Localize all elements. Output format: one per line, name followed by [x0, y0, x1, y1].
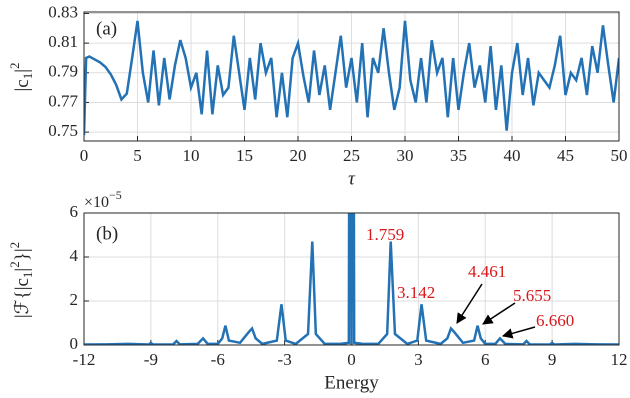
annotation-arrow [501, 326, 536, 339]
x-tick-label: 5 [133, 146, 142, 165]
x-tick-label: 6 [481, 350, 490, 369]
annotation-arrow [482, 302, 516, 325]
multiplier: ×10−5 [84, 188, 122, 211]
y-axis-label: |c1|2 [7, 62, 35, 91]
annotation: 4.461 [468, 262, 506, 281]
x-tick-label: 30 [397, 146, 414, 165]
x-tick-label: 12 [611, 350, 628, 369]
y-axis-label: |ℱ{|c1|2}|2 [7, 242, 35, 318]
x-tick-label: 0 [80, 146, 89, 165]
data-line [84, 213, 619, 345]
panel: -12 -9 -6 -3 0 3 6 9 120246(b)Energy|ℱ{|c1|2}|2×… [7, 188, 628, 394]
y-tick-label: 0.83 [48, 2, 78, 21]
x-tick-label: 9 [548, 350, 557, 369]
y-axis-label-part: 2 [7, 261, 22, 268]
annotation: 3.142 [397, 283, 435, 302]
y-tick-label: 0.81 [48, 32, 78, 51]
x-tick-label: 0 [347, 350, 356, 369]
multiplier-exponent: −5 [109, 188, 122, 202]
x-tick-label: 15 [236, 146, 253, 165]
x-axis-label: τ [348, 168, 356, 189]
y-tick-label: 0.79 [48, 62, 78, 81]
annotation-arrow [456, 283, 483, 324]
y-axis-label-part: }| [12, 248, 33, 261]
x-tick-label: 50 [611, 146, 628, 165]
x-tick-label: -6 [211, 350, 225, 369]
y-tick-label: 0.75 [48, 121, 78, 140]
y-axis-label-part: 1 [20, 272, 35, 279]
y-axis-label-part: | [12, 69, 33, 73]
x-tick-label: 25 [343, 146, 360, 165]
axes-box [83, 11, 620, 142]
y-axis-label-part: |c [12, 79, 33, 91]
y-tick-label: 0 [70, 334, 79, 353]
panel-label: (b) [96, 223, 118, 244]
y-tick-label: 2 [70, 290, 79, 309]
x-tick-label: 3 [414, 350, 423, 369]
panel: 0 5 10 15 20 25 30 35 40 45 50 0.75 0.77 0.79 0.81 0.83… [7, 2, 628, 189]
x-tick-label: 35 [450, 146, 467, 165]
annotation: 6.660 [536, 311, 574, 330]
x-tick-label: 40 [504, 146, 521, 165]
x-tick-label: -12 [73, 350, 96, 369]
y-tick-label: 4 [70, 246, 79, 265]
y-tick-label: 6 [70, 202, 79, 221]
x-tick-label: -9 [144, 350, 158, 369]
panel-label: (a) [96, 18, 117, 39]
y-axis-label-part: 2 [7, 242, 22, 249]
annotation: 5.655 [513, 286, 551, 305]
data-line [84, 20, 619, 136]
x-tick-label: 10 [183, 146, 200, 165]
x-tick-label: -3 [278, 350, 292, 369]
multiplier-base: ×10 [84, 194, 109, 211]
y-axis-label-part: | [12, 268, 33, 272]
y-axis-label-part: 1 [20, 73, 35, 80]
x-tick-label: 20 [290, 146, 307, 165]
x-tick-label: 45 [557, 146, 574, 165]
y-axis-label-part: |ℱ{|c [12, 278, 33, 318]
y-tick-label: 0.77 [48, 91, 78, 110]
y-axis-label-part: 2 [7, 62, 22, 69]
axes-box [83, 212, 620, 346]
annotation: 1.759 [366, 225, 404, 244]
x-axis-label: Energy [324, 372, 379, 393]
